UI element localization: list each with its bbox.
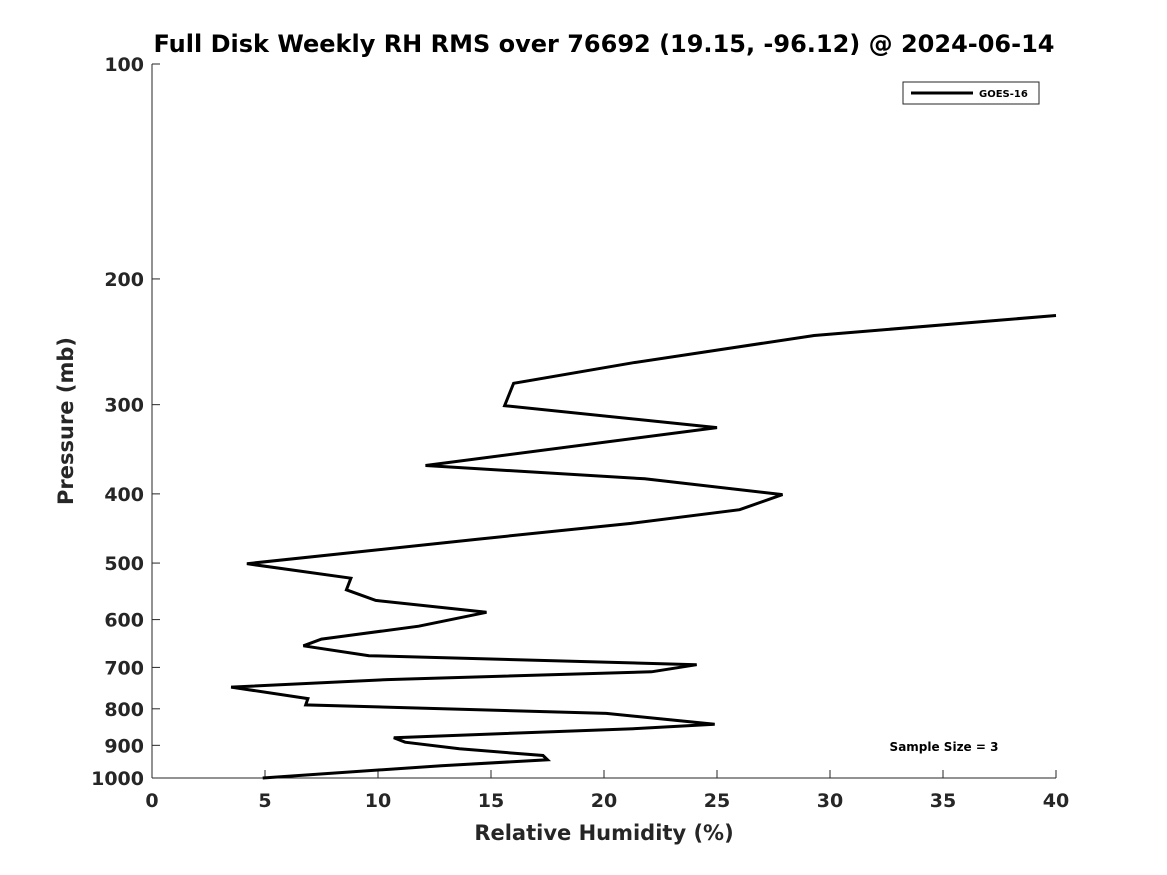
x-tick-label: 25: [704, 790, 730, 812]
x-tick-label: 20: [591, 790, 617, 812]
y-tick-label: 600: [104, 610, 144, 632]
x-tick-label: 5: [258, 790, 271, 812]
x-tick-label: 40: [1043, 790, 1069, 812]
x-tick-label: 10: [365, 790, 391, 812]
x-axis-label: Relative Humidity (%): [474, 821, 733, 845]
series-group: [230, 314, 1057, 780]
y-tick-label: 100: [104, 54, 144, 76]
x-tick-label: 15: [478, 790, 504, 812]
y-tick-label: 800: [104, 699, 144, 721]
y-tick-label: 1000: [91, 768, 144, 790]
x-tick-label: 0: [145, 790, 158, 812]
y-tick-label: 200: [104, 269, 144, 291]
y-tick-label: 400: [104, 484, 144, 506]
y-tick-label: 300: [104, 395, 144, 417]
x-tick-label: 35: [930, 790, 956, 812]
series-line-goes-16: [230, 314, 1057, 780]
y-axis-label: Pressure (mb): [54, 337, 78, 505]
x-axis-ticks: 0 5 10 15 20 25 30 35 40: [145, 770, 1069, 812]
sample-size-annotation: Sample Size = 3: [890, 740, 999, 754]
legend: GOES-16: [902, 81, 1040, 105]
legend-label: GOES-16: [979, 89, 1028, 100]
y-tick-label: 700: [104, 657, 144, 679]
x-tick-label: 30: [817, 790, 843, 812]
chart-title: Full Disk Weekly RH RMS over 76692 (19.1…: [153, 30, 1054, 58]
y-tick-label: 500: [104, 553, 144, 575]
y-tick-label: 900: [104, 735, 144, 757]
y-axis-ticks: 100 200 300 400 500 600 700 800 900 1000: [91, 54, 160, 790]
